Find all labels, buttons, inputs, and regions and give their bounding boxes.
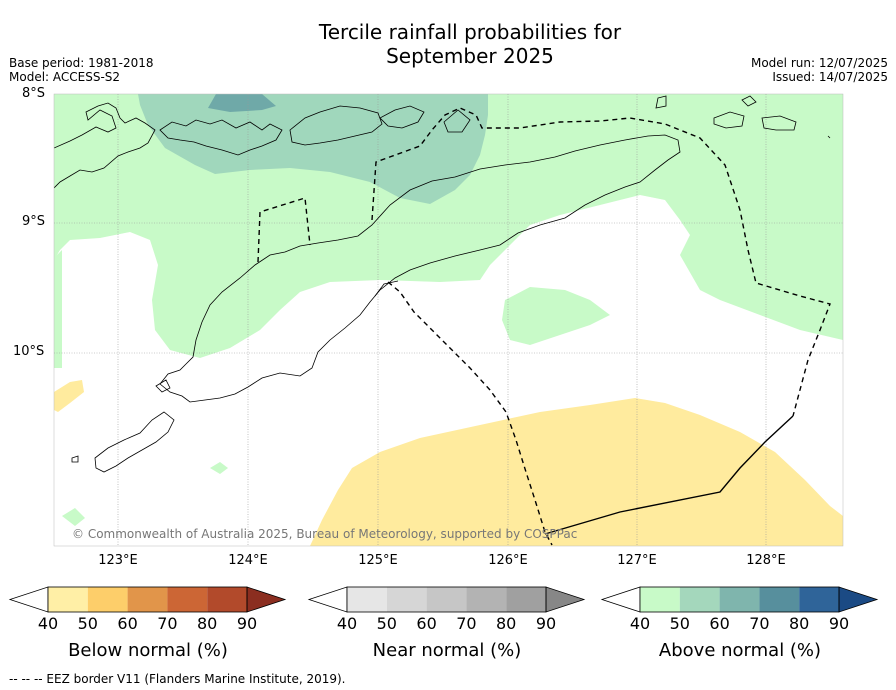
above-normal-zone — [54, 250, 62, 368]
colorbars — [8, 586, 879, 613]
colorbar-segment — [679, 587, 720, 612]
below-normal-zone — [54, 380, 84, 412]
colorbar-tick-label: 70 — [749, 614, 770, 633]
above-normal-zone — [62, 508, 85, 526]
colorbar-tick-label: 40 — [37, 614, 59, 633]
colorbar-extend-high — [246, 586, 287, 613]
colorbar-tick-label: 80 — [789, 614, 810, 633]
lon-label-128e: 128°E — [746, 553, 786, 568]
colorbar-segment — [386, 587, 427, 612]
above-normal-zone — [210, 462, 228, 474]
lon-label-126e: 126°E — [488, 553, 528, 568]
colorbar-tick-label: 80 — [496, 614, 517, 633]
colorbar-tick-label: 50 — [669, 614, 690, 633]
lon-label-123e: 123°E — [98, 553, 138, 568]
colorbar-tick-label: 50 — [77, 614, 98, 633]
lat-label-10s: 10°S — [13, 344, 45, 359]
eez-border-solid — [544, 415, 794, 535]
colorbar-segment — [87, 587, 128, 612]
colorbar-segment — [799, 587, 839, 612]
colorbar-extend-high — [838, 586, 879, 613]
colorbar-extend-low — [8, 586, 49, 613]
colorbar-tick-label: 80 — [197, 614, 218, 633]
colorbar-tick-label: 40 — [336, 614, 358, 633]
above-normal-colorbar — [600, 586, 879, 613]
colorbar-tick-label: 60 — [117, 614, 138, 633]
map-title: Tercile rainfall probabilities for Septe… — [318, 20, 622, 68]
above-normal-zone — [138, 94, 488, 204]
colorbar-segment — [759, 587, 800, 612]
colorbar-tick-label: 90 — [535, 614, 557, 633]
colorbar-segment — [347, 587, 387, 612]
colorbar-segment — [127, 587, 168, 612]
colorbar-segment — [466, 587, 507, 612]
colorbar-segment — [640, 587, 680, 612]
below-normal-title: Below normal (%) — [68, 640, 228, 661]
colorbar-frame — [346, 586, 547, 613]
colorbar-frame — [639, 586, 840, 613]
colorbar-tick-label: 60 — [416, 614, 437, 633]
above-normal-title: Above normal (%) — [658, 640, 822, 661]
lon-label-125e: 125°E — [358, 553, 398, 568]
colorbar-segment — [719, 587, 760, 612]
colorbar-extend-low — [600, 586, 641, 613]
colorbar-tick-label: 90 — [236, 614, 258, 633]
colorbar-segment — [426, 587, 467, 612]
near-normal-title: Near normal (%) — [372, 640, 522, 661]
above-normal-zone — [208, 94, 276, 112]
map-frame — [53, 93, 844, 547]
eez-footnote: -- -- -- EEZ border V11 (Flanders Marine… — [9, 672, 346, 686]
graticule — [54, 94, 843, 546]
below-normal-zone — [310, 398, 843, 546]
run-info: Model run: 12/07/2025 Issued: 14/07/2025 — [750, 56, 888, 84]
colorbar-tick-label: 60 — [709, 614, 730, 633]
colorbar-segment — [48, 587, 88, 612]
eez-border — [257, 107, 831, 546]
colorbar-tick-label: 70 — [157, 614, 178, 633]
near-normal-colorbar — [307, 586, 586, 613]
below-normal-colorbar — [8, 586, 287, 613]
colorbar-tick-label: 90 — [828, 614, 850, 633]
coastline — [54, 95, 831, 473]
lat-label-8s: 8°S — [22, 86, 46, 101]
lon-label-124e: 124°E — [228, 553, 268, 568]
model-info: Base period: 1981-2018 Model: ACCESS-S2 — [9, 56, 154, 84]
above-normal-zone — [502, 287, 610, 345]
copyright-notice: © Commonwealth of Australia 2025, Bureau… — [72, 527, 577, 541]
lon-label-127e: 127°E — [617, 553, 657, 568]
colorbar-tick-label: 50 — [376, 614, 397, 633]
colorbar-extend-high — [545, 586, 586, 613]
colorbar-tick-label: 40 — [629, 614, 651, 633]
colorbar-tick-label: 70 — [456, 614, 477, 633]
lat-label-9s: 9°S — [22, 214, 46, 229]
colorbar-segment — [207, 587, 247, 612]
colorbar-segment — [167, 587, 208, 612]
colorbar-extend-low — [307, 586, 348, 613]
colorbar-frame — [47, 586, 248, 613]
colorbar-segment — [506, 587, 546, 612]
